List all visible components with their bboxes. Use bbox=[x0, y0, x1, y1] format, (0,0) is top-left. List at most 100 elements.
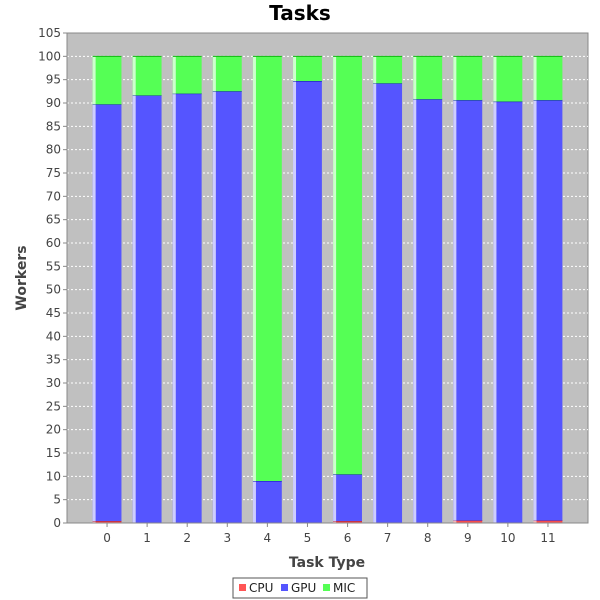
bar-segment-gpu bbox=[172, 93, 202, 524]
y-tick-label: 65 bbox=[46, 213, 61, 227]
y-tick-label: 40 bbox=[46, 329, 61, 343]
x-axis-label: Task Type bbox=[289, 555, 365, 571]
bar-highlight bbox=[453, 520, 457, 523]
y-tick-label: 5 bbox=[53, 493, 61, 507]
y-tick-label: 100 bbox=[38, 49, 61, 63]
bar-segment-mic bbox=[413, 56, 443, 100]
bar-highlight bbox=[533, 56, 537, 101]
bar-highlight bbox=[212, 56, 216, 92]
bars bbox=[92, 55, 563, 524]
bar-segment-mic bbox=[92, 56, 122, 105]
bar-segment-mic bbox=[212, 56, 242, 92]
x-tick-label: 11 bbox=[540, 531, 555, 545]
y-tick-label: 30 bbox=[46, 376, 61, 390]
y-tick-label: 90 bbox=[46, 96, 61, 110]
bar-segment-cpu bbox=[453, 520, 483, 523]
y-tick-label: 35 bbox=[46, 353, 61, 367]
x-tick-label: 0 bbox=[103, 531, 111, 545]
bar-highlight bbox=[453, 100, 457, 521]
bar-segment-gpu bbox=[533, 100, 563, 521]
bar-segment-mic bbox=[132, 56, 162, 96]
bar-segment-gpu bbox=[453, 100, 483, 521]
bar-highlight bbox=[252, 481, 256, 523]
bar-segment-gpu bbox=[493, 101, 523, 523]
bar-highlight bbox=[92, 56, 96, 105]
y-tick-label: 55 bbox=[46, 259, 61, 273]
legend: CPU GPU MIC bbox=[232, 577, 368, 599]
bar-highlight bbox=[493, 101, 497, 523]
bar-highlight bbox=[293, 81, 297, 524]
bar-segment-gpu bbox=[92, 104, 122, 522]
bar-segment-mic bbox=[493, 56, 523, 102]
bar-highlight bbox=[413, 56, 417, 100]
y-tick-label: 75 bbox=[46, 166, 61, 180]
bar-highlight bbox=[333, 474, 337, 522]
y-tick-label: 0 bbox=[53, 516, 61, 530]
y-axis-label: Workers bbox=[14, 245, 30, 310]
y-tick-label: 60 bbox=[46, 236, 61, 250]
bar-segment-mic bbox=[293, 56, 322, 82]
bar-segment-gpu bbox=[373, 83, 403, 524]
bar-highlight bbox=[92, 104, 96, 522]
bar-highlight bbox=[533, 100, 537, 521]
bar-segment-gpu bbox=[413, 99, 443, 524]
bar-highlight bbox=[293, 56, 297, 82]
x-tick-label: 10 bbox=[500, 531, 515, 545]
bar-segment-cpu bbox=[92, 521, 122, 523]
legend-label-gpu: GPU bbox=[291, 581, 316, 595]
bar-segment-gpu bbox=[212, 91, 242, 523]
bar-highlight bbox=[252, 56, 256, 481]
x-tick-label: 1 bbox=[143, 531, 151, 545]
legend-label-cpu: CPU bbox=[249, 581, 273, 595]
x-axis-ticks: 0 1 2 3 4 5 6 7 8 9 10 11 bbox=[103, 523, 556, 545]
bar-segment-gpu bbox=[132, 95, 162, 524]
bar-highlight bbox=[172, 93, 176, 524]
chart-title: Tasks bbox=[269, 1, 331, 25]
legend-label-mic: MIC bbox=[333, 581, 355, 595]
x-tick-label: 2 bbox=[183, 531, 191, 545]
bar-segment-mic bbox=[533, 56, 563, 101]
y-tick-label: 95 bbox=[46, 73, 61, 87]
bar-highlight bbox=[533, 520, 537, 523]
y-tick-label: 15 bbox=[46, 446, 61, 460]
bar-highlight bbox=[132, 56, 136, 96]
y-tick-label: 50 bbox=[46, 283, 61, 297]
y-tick-label: 20 bbox=[46, 423, 61, 437]
bar-highlight bbox=[373, 83, 377, 524]
bar-highlight bbox=[132, 95, 136, 524]
legend-swatch-gpu bbox=[281, 584, 288, 591]
y-tick-label: 70 bbox=[46, 189, 61, 203]
legend-swatch-cpu bbox=[239, 584, 246, 591]
x-tick-label: 5 bbox=[304, 531, 312, 545]
bar-segment-mic bbox=[333, 56, 362, 475]
y-tick-label: 85 bbox=[46, 119, 61, 133]
grid-lines bbox=[67, 55, 588, 501]
bar-highlight bbox=[333, 521, 337, 523]
y-tick-label: 10 bbox=[46, 469, 61, 483]
bar-segment-gpu bbox=[293, 81, 322, 524]
bar-segment-mic bbox=[373, 56, 403, 84]
y-axis-ticks: 0 5 10 15 20 25 30 35 40 45 50 55 60 65 70 75 80 85 90 95 10… bbox=[38, 26, 67, 530]
x-tick-label: 6 bbox=[344, 531, 352, 545]
bar-segment-cpu bbox=[333, 521, 362, 523]
y-tick-label: 80 bbox=[46, 143, 61, 157]
bar-segment-gpu bbox=[252, 481, 282, 523]
bar-highlight bbox=[413, 99, 417, 524]
x-tick-label: 8 bbox=[424, 531, 432, 545]
legend-box bbox=[232, 577, 368, 599]
x-tick-label: 9 bbox=[464, 531, 472, 545]
bar-highlight bbox=[453, 56, 457, 101]
bar-highlight bbox=[493, 56, 497, 102]
y-tick-label: 105 bbox=[38, 26, 61, 40]
legend-swatch-mic bbox=[323, 584, 330, 591]
bar-highlight bbox=[373, 56, 377, 84]
bar-segment-mic bbox=[252, 56, 282, 481]
x-tick-label: 4 bbox=[264, 531, 272, 545]
bar-highlight bbox=[92, 521, 96, 523]
bar-highlight bbox=[333, 56, 337, 475]
bar-segment-mic bbox=[172, 56, 202, 94]
bar-highlight bbox=[212, 91, 216, 523]
x-tick-label: 7 bbox=[384, 531, 392, 545]
x-tick-label: 3 bbox=[223, 531, 231, 545]
